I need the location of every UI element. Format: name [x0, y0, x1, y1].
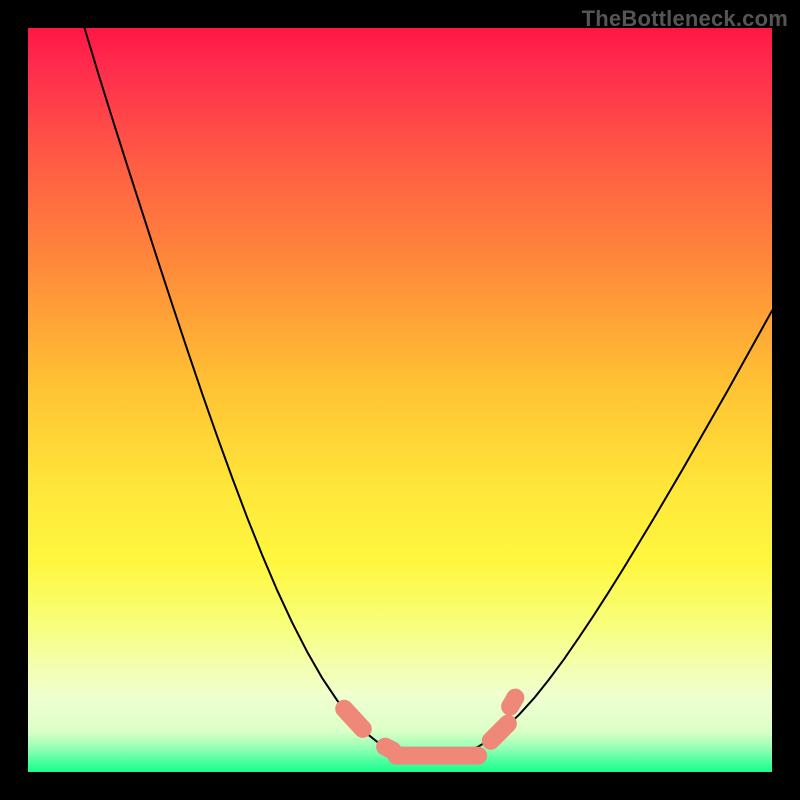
chart-svg	[0, 0, 800, 800]
chart-root: TheBottleneck.com	[0, 0, 800, 800]
highlight-segment	[491, 724, 508, 741]
plot-background	[28, 28, 772, 772]
chart-svg-holder	[0, 0, 800, 800]
highlight-segment	[510, 698, 515, 707]
